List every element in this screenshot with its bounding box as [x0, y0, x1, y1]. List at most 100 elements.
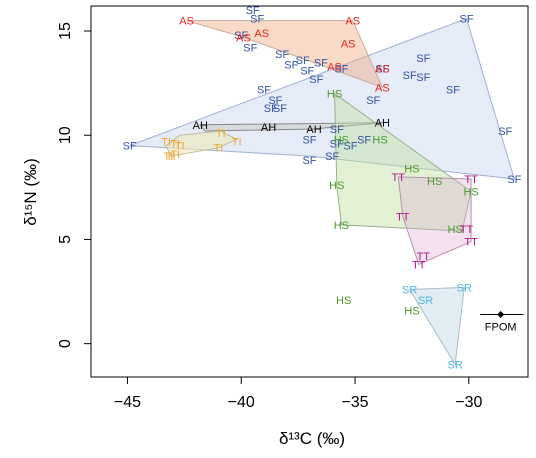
point-sf-27: SF — [302, 134, 316, 146]
point-sf-13: SF — [375, 64, 389, 76]
point-hs-3: HS — [372, 134, 387, 146]
point-sr-3: SR — [457, 282, 472, 294]
point-ah-1: AH — [193, 120, 208, 132]
point-as-4: AS — [341, 39, 356, 51]
point-sf-23: SF — [330, 124, 344, 136]
point-tt-3: TT — [396, 212, 410, 224]
point-sf-8: SF — [296, 55, 310, 67]
hull-ah — [199, 122, 383, 132]
point-tt-7: TT — [412, 259, 426, 271]
point-sf-26: SF — [357, 134, 371, 146]
point-ti-9: TI — [166, 151, 176, 163]
y-axis: 0 5 10 15 — [57, 22, 91, 348]
point-as-5: AS — [236, 32, 251, 44]
point-hs-11: HS — [404, 305, 419, 317]
point-hs-8: HS — [334, 220, 349, 232]
point-ti-6: TI — [216, 128, 226, 140]
point-as-7: AS — [375, 64, 390, 76]
x-axis-title: δ¹³C (‰) — [279, 429, 345, 448]
point-tt-1: TT — [392, 172, 406, 184]
fpom-label: FPOM — [485, 321, 517, 333]
point-hs-5: HS — [329, 180, 344, 192]
y-tick-label: 5 — [57, 235, 74, 244]
point-sf-32: SF — [507, 174, 521, 186]
y-tick-label: 10 — [57, 126, 74, 144]
point-ti-3: TI — [175, 141, 185, 153]
x-tick-label: −35 — [341, 394, 368, 411]
point-ti-8: TI — [214, 143, 224, 155]
point-ti-2: TI — [170, 139, 180, 151]
hull-hs — [334, 92, 472, 232]
point-sr-4: SR — [448, 359, 463, 371]
point-sf-17: SF — [446, 84, 460, 96]
point-sf-29: SF — [302, 155, 316, 167]
hull-ti — [165, 130, 238, 157]
point-sf-28: SF — [325, 151, 339, 163]
y-axis-title: δ¹⁵N (‰) — [21, 158, 40, 226]
hull-tt — [397, 176, 472, 266]
point-ti-4: TI — [163, 151, 173, 163]
point-sf-4: SF — [234, 30, 248, 42]
point-sr-1: SR — [402, 284, 417, 296]
y-tick-label: 15 — [57, 22, 74, 40]
y-tick-label: 0 — [57, 339, 74, 348]
point-sf-9: SF — [314, 57, 328, 69]
point-sf-24: SF — [330, 139, 344, 151]
point-sf-1: SF — [123, 141, 137, 153]
point-sf-20: SF — [264, 103, 278, 115]
x-axis: −45 −40 −35 −30 — [114, 377, 482, 411]
point-hs-9: HS — [448, 224, 463, 236]
point-sf-12: SF — [334, 64, 348, 76]
fpom-legend: FPOM — [480, 310, 524, 333]
x-tick-label: −40 — [228, 394, 255, 411]
point-hs-4: HS — [404, 164, 419, 176]
point-sf-25: SF — [343, 141, 357, 153]
point-tt-5: TT — [464, 237, 478, 249]
point-hs-2: HS — [334, 134, 349, 146]
point-as-1: AS — [179, 16, 194, 28]
point-sf-10: SF — [300, 66, 314, 78]
point-ti-1: TI — [161, 136, 171, 148]
point-as-2: AS — [345, 16, 360, 28]
point-as-3: AS — [254, 28, 269, 40]
point-hs-1: HS — [327, 89, 342, 101]
fpom-marker — [497, 310, 505, 318]
point-sr-2: SR — [418, 295, 433, 307]
point-sf-22: SF — [366, 95, 380, 107]
point-sf-14: SF — [416, 53, 430, 65]
x-tick-label: −30 — [455, 394, 482, 411]
x-tick-label: −45 — [114, 394, 141, 411]
point-sf-5: SF — [243, 43, 257, 55]
point-ah-4: AH — [375, 118, 390, 130]
point-tt-2: TT — [464, 174, 478, 186]
point-sf-18: SF — [257, 84, 271, 96]
point-sf-21: SF — [273, 103, 287, 115]
point-ti-7: TI — [232, 136, 242, 148]
point-as-8: AS — [375, 82, 390, 94]
point-hs-7: HS — [463, 187, 478, 199]
point-tt-4: TT — [460, 224, 474, 236]
point-tt-6: TT — [417, 251, 431, 263]
point-sf-3: SF — [250, 14, 264, 26]
group-hulls — [129, 17, 516, 366]
point-ah-2: AH — [261, 122, 276, 134]
point-sf-7: SF — [284, 59, 298, 71]
point-hs-10: HS — [336, 295, 351, 307]
hull-as — [186, 20, 384, 89]
point-sf-15: SF — [403, 70, 417, 82]
point-sf-31: SF — [498, 126, 512, 138]
point-sf-19: SF — [268, 95, 282, 107]
point-sf-6: SF — [275, 49, 289, 61]
point-sf-30: SF — [460, 14, 474, 26]
point-hs-6: HS — [427, 176, 442, 188]
point-sf-2: SF — [246, 5, 260, 17]
hull-sr — [408, 286, 465, 366]
plot-frame — [90, 5, 529, 378]
point-ah-3: AH — [306, 124, 321, 136]
point-sf-11: SF — [309, 74, 323, 86]
point-ti-5: TI — [170, 149, 180, 161]
point-sf-16: SF — [416, 72, 430, 84]
point-as-6: AS — [327, 61, 342, 73]
